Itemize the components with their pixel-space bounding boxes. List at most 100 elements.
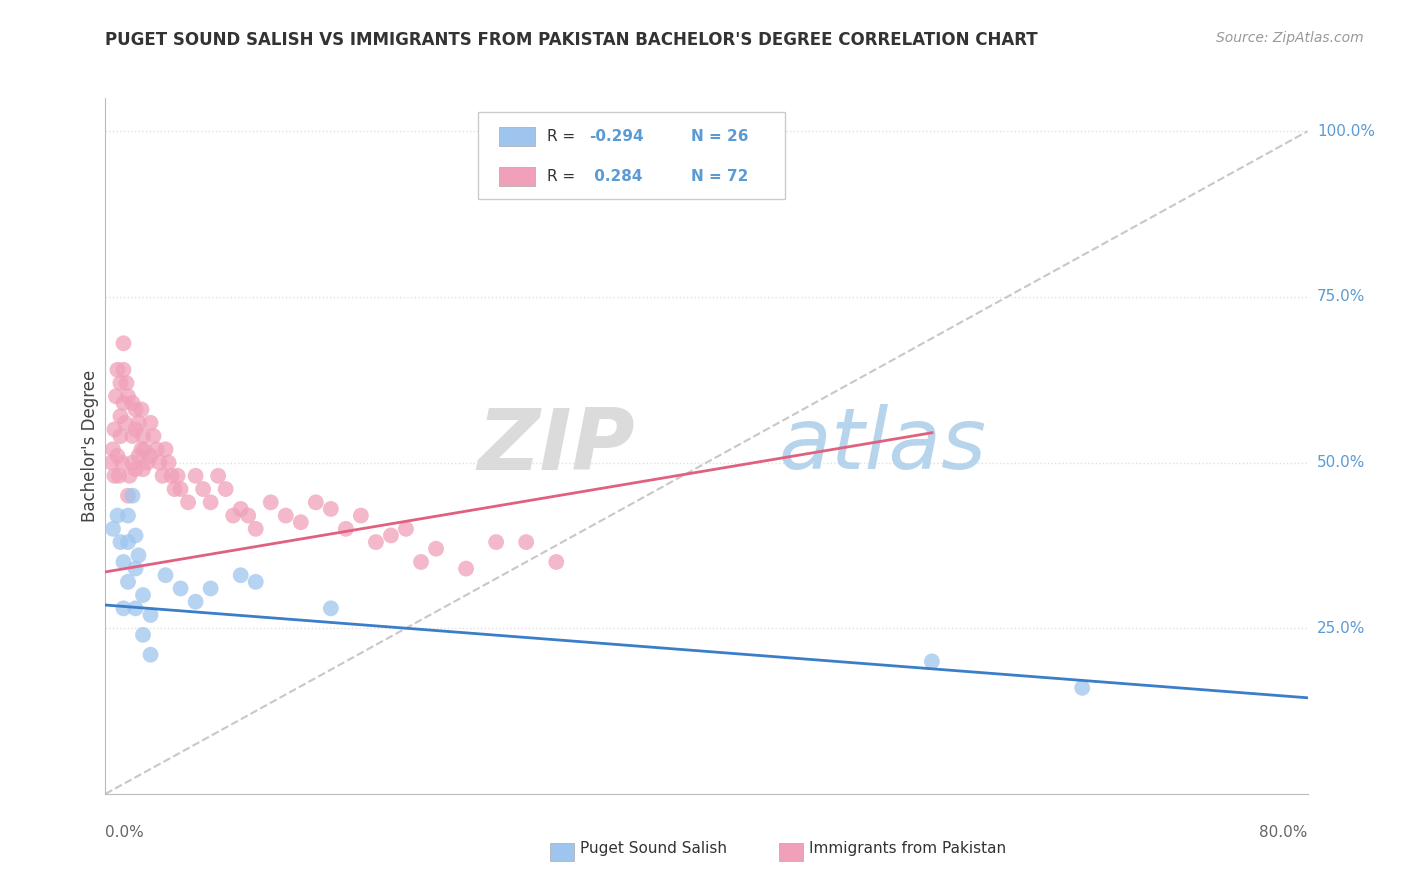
Point bbox=[132, 429, 155, 443]
Text: 25.0%: 25.0% bbox=[1317, 621, 1365, 636]
Point bbox=[169, 482, 191, 496]
Point bbox=[134, 442, 156, 457]
Point bbox=[132, 628, 155, 642]
Point bbox=[142, 429, 165, 443]
Point bbox=[112, 336, 135, 351]
Text: -0.294: -0.294 bbox=[589, 128, 644, 144]
Point bbox=[177, 495, 200, 509]
Point bbox=[124, 422, 146, 436]
Point bbox=[110, 376, 132, 390]
Point bbox=[128, 549, 150, 563]
FancyBboxPatch shape bbox=[499, 167, 534, 186]
Text: 0.284: 0.284 bbox=[589, 169, 643, 185]
Point bbox=[245, 522, 267, 536]
FancyBboxPatch shape bbox=[499, 127, 534, 146]
Point bbox=[117, 574, 139, 589]
Point bbox=[101, 522, 124, 536]
Point bbox=[132, 462, 155, 476]
Point bbox=[112, 396, 135, 410]
Point bbox=[191, 482, 214, 496]
Point bbox=[101, 442, 124, 457]
Point bbox=[145, 442, 167, 457]
Point bbox=[184, 595, 207, 609]
Point bbox=[124, 462, 146, 476]
Point bbox=[114, 416, 136, 430]
Point bbox=[454, 561, 477, 575]
Point bbox=[335, 522, 357, 536]
Point bbox=[364, 535, 387, 549]
Text: Puget Sound Salish: Puget Sound Salish bbox=[581, 840, 727, 855]
Point bbox=[200, 582, 222, 596]
Point bbox=[166, 468, 188, 483]
Point bbox=[110, 535, 132, 549]
Point bbox=[157, 456, 180, 470]
Point bbox=[139, 607, 162, 622]
Point bbox=[274, 508, 297, 523]
Point bbox=[124, 528, 146, 542]
Point bbox=[139, 449, 162, 463]
Text: 100.0%: 100.0% bbox=[1317, 124, 1375, 139]
Point bbox=[117, 508, 139, 523]
Point bbox=[1071, 681, 1094, 695]
Point bbox=[117, 489, 139, 503]
Text: R =: R = bbox=[547, 128, 579, 144]
Point bbox=[124, 561, 146, 575]
Point bbox=[128, 416, 150, 430]
Point bbox=[110, 429, 132, 443]
Point bbox=[290, 515, 312, 529]
Point bbox=[515, 535, 537, 549]
Point bbox=[260, 495, 283, 509]
Point bbox=[112, 363, 135, 377]
Point bbox=[200, 495, 222, 509]
Point bbox=[117, 389, 139, 403]
Point bbox=[124, 601, 146, 615]
Point bbox=[229, 568, 252, 582]
Point bbox=[124, 402, 146, 417]
Point bbox=[214, 482, 236, 496]
Point bbox=[128, 449, 150, 463]
Point bbox=[103, 468, 125, 483]
Point bbox=[121, 396, 143, 410]
Text: 50.0%: 50.0% bbox=[1317, 455, 1365, 470]
Point bbox=[245, 574, 267, 589]
Point bbox=[319, 601, 342, 615]
Text: 80.0%: 80.0% bbox=[1260, 825, 1308, 840]
Point bbox=[409, 555, 432, 569]
Point bbox=[155, 568, 177, 582]
FancyBboxPatch shape bbox=[550, 843, 574, 861]
Text: 75.0%: 75.0% bbox=[1317, 289, 1365, 304]
Point bbox=[184, 468, 207, 483]
Point bbox=[152, 468, 174, 483]
Point bbox=[112, 555, 135, 569]
Point bbox=[132, 588, 155, 602]
Text: N = 26: N = 26 bbox=[690, 128, 748, 144]
Point bbox=[115, 376, 138, 390]
Point bbox=[131, 402, 153, 417]
Point bbox=[148, 456, 170, 470]
Point bbox=[425, 541, 447, 556]
Point bbox=[305, 495, 328, 509]
Point bbox=[485, 535, 508, 549]
Text: Immigrants from Pakistan: Immigrants from Pakistan bbox=[808, 840, 1005, 855]
Point bbox=[111, 456, 134, 470]
Point bbox=[136, 456, 159, 470]
FancyBboxPatch shape bbox=[779, 843, 803, 861]
Point bbox=[169, 582, 191, 596]
Point bbox=[395, 522, 418, 536]
Text: N = 72: N = 72 bbox=[690, 169, 748, 185]
Text: ZIP: ZIP bbox=[477, 404, 634, 488]
Point bbox=[139, 416, 162, 430]
Point bbox=[160, 468, 183, 483]
Point bbox=[921, 654, 943, 668]
Point bbox=[104, 389, 127, 403]
Text: Source: ZipAtlas.com: Source: ZipAtlas.com bbox=[1216, 31, 1364, 45]
Point bbox=[107, 508, 129, 523]
Text: atlas: atlas bbox=[779, 404, 987, 488]
Point bbox=[121, 456, 143, 470]
Point bbox=[117, 535, 139, 549]
Point bbox=[107, 449, 129, 463]
Point bbox=[380, 528, 402, 542]
Point bbox=[222, 508, 245, 523]
Point bbox=[108, 468, 131, 483]
Point bbox=[131, 442, 153, 457]
